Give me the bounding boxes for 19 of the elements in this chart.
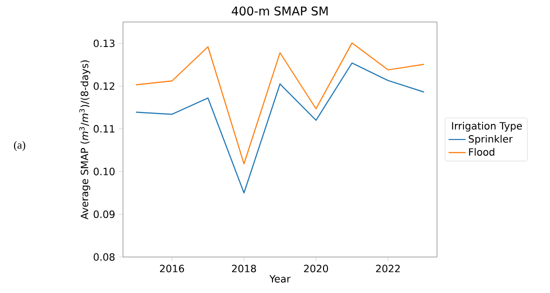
- y-tick-label: 0.11: [94, 125, 114, 133]
- y-axis-title: Average SMAP (m$^{3}$/m$^{3}$)/(8-days): [79, 60, 90, 220]
- text: (a): [14, 141, 26, 151]
- legend-label: Flood: [469, 148, 494, 156]
- x-axis-title: Year: [269, 275, 291, 283]
- line-series: [135, 42, 425, 164]
- x-tick-label: 2018: [232, 264, 256, 272]
- y-tick-label: 0.09: [94, 210, 115, 218]
- y-tick-label: 0.10: [94, 168, 115, 176]
- chart-title: 400-m SMAP SM: [232, 6, 328, 16]
- y-tick-label: 0.08: [94, 253, 115, 261]
- x-tick-label: 2016: [160, 264, 184, 272]
- x-tick-label: 2022: [376, 264, 400, 272]
- legend-title: Irrigation Type: [452, 122, 522, 132]
- legend-label: Sprinkler: [468, 134, 513, 145]
- line-series: [135, 62, 425, 194]
- y-tick-label: 0.13: [94, 40, 114, 48]
- x-tick-label: 2020: [304, 264, 328, 272]
- y-tick-label: 0.12: [94, 82, 114, 90]
